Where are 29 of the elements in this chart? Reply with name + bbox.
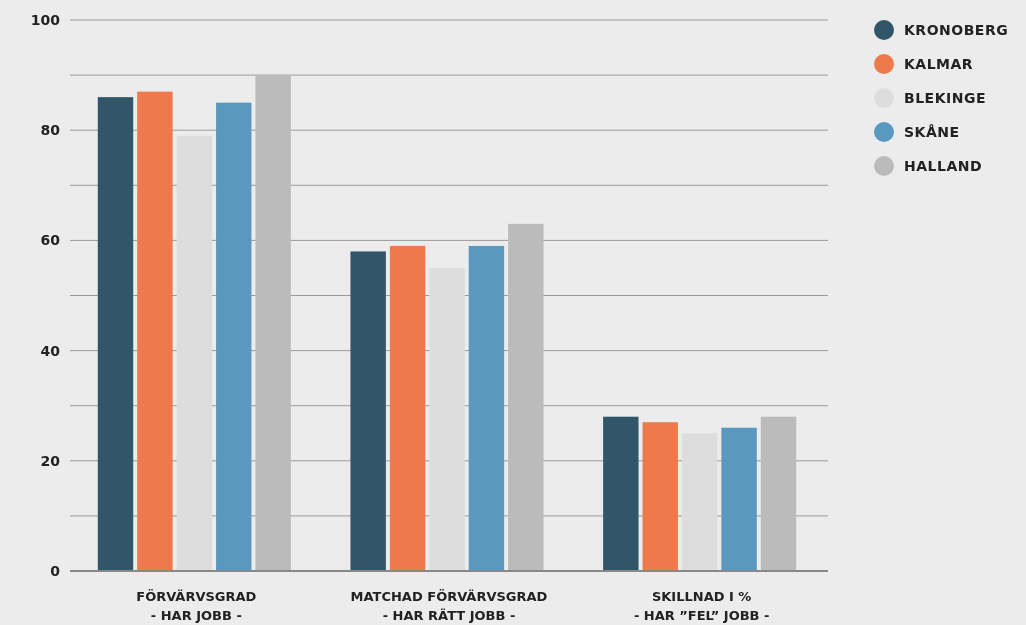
x-tick-label: SKILLNAD I % - HAR ”FEL” JOBB - bbox=[633, 589, 770, 623]
legend-label: HALLAND bbox=[904, 157, 983, 174]
y-tick-label: 0 bbox=[50, 562, 61, 579]
bar bbox=[176, 135, 213, 571]
bar bbox=[760, 416, 797, 571]
bar bbox=[97, 97, 134, 571]
legend-label: BLEKINGE bbox=[904, 89, 986, 106]
x-tick-label: FÖRVÄRVSGRAD - HAR JOBB - bbox=[136, 589, 257, 623]
bar bbox=[216, 102, 252, 571]
x-tick-label: MATCHAD FÖRVÄRVSGRAD - HAR RÄTT JOBB - bbox=[350, 589, 548, 623]
bar bbox=[255, 75, 291, 571]
legend-label: KALMAR bbox=[904, 55, 974, 72]
bar bbox=[508, 223, 544, 571]
bar bbox=[721, 427, 757, 571]
bar bbox=[429, 267, 465, 571]
bar bbox=[642, 422, 678, 571]
bar bbox=[603, 416, 639, 571]
bar bbox=[681, 433, 718, 571]
bar bbox=[350, 251, 386, 571]
bar bbox=[137, 91, 173, 571]
y-tick-label: 100 bbox=[30, 11, 61, 28]
y-tick-label: 60 bbox=[40, 232, 61, 249]
legend-label: KRONOBERG bbox=[904, 21, 1009, 38]
bar bbox=[468, 245, 505, 571]
y-tick-label: 40 bbox=[40, 342, 61, 359]
y-tick-label: 80 bbox=[40, 122, 61, 139]
y-tick-label: 20 bbox=[40, 452, 61, 469]
bar bbox=[389, 245, 426, 571]
legend-label: SKÅNE bbox=[904, 123, 960, 140]
